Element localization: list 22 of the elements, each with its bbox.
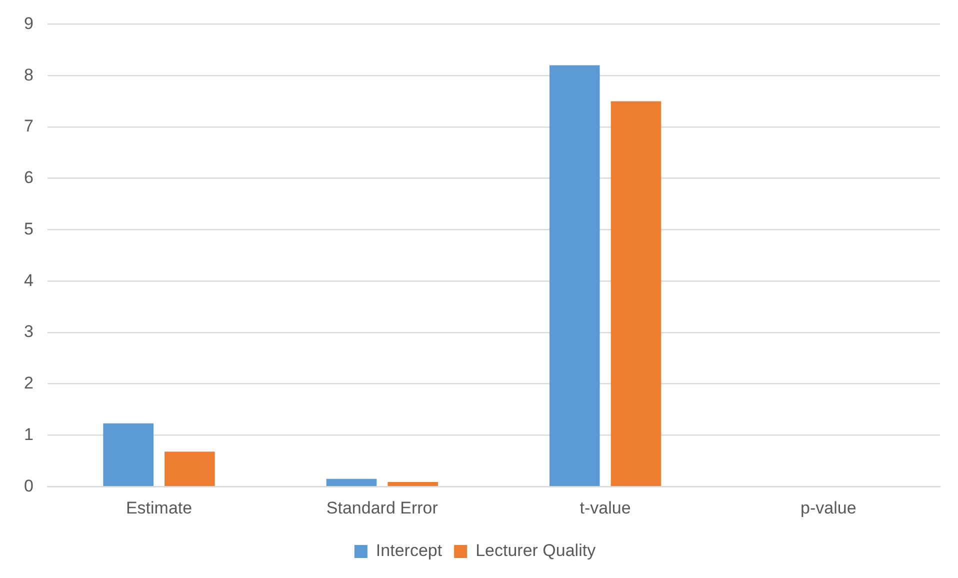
x-tick-label: t-value (580, 498, 631, 518)
bar (164, 452, 215, 486)
y-tick-label: 9 (24, 14, 34, 33)
x-tick-label: Estimate (126, 498, 192, 518)
bar (388, 482, 438, 486)
y-tick-label: 2 (24, 374, 34, 393)
y-tick-label: 7 (24, 116, 34, 136)
bar (326, 478, 377, 486)
legend-label: Intercept (376, 541, 442, 560)
legend-label: Lecturer Quality (476, 541, 596, 560)
y-tick-label: 1 (24, 424, 34, 444)
bar (610, 101, 662, 486)
y-tick-label: 5 (24, 219, 34, 238)
y-tick-label: 8 (24, 65, 34, 84)
y-tick-label: 3 (24, 322, 34, 342)
x-tick-label: Standard Error (326, 498, 438, 518)
y-tick-label: 4 (24, 270, 34, 290)
bar (549, 65, 600, 486)
y-tick-label: 6 (24, 168, 34, 188)
bar (103, 423, 154, 486)
x-tick-label: p-value (800, 498, 856, 518)
y-tick-label: 0 (24, 476, 34, 496)
